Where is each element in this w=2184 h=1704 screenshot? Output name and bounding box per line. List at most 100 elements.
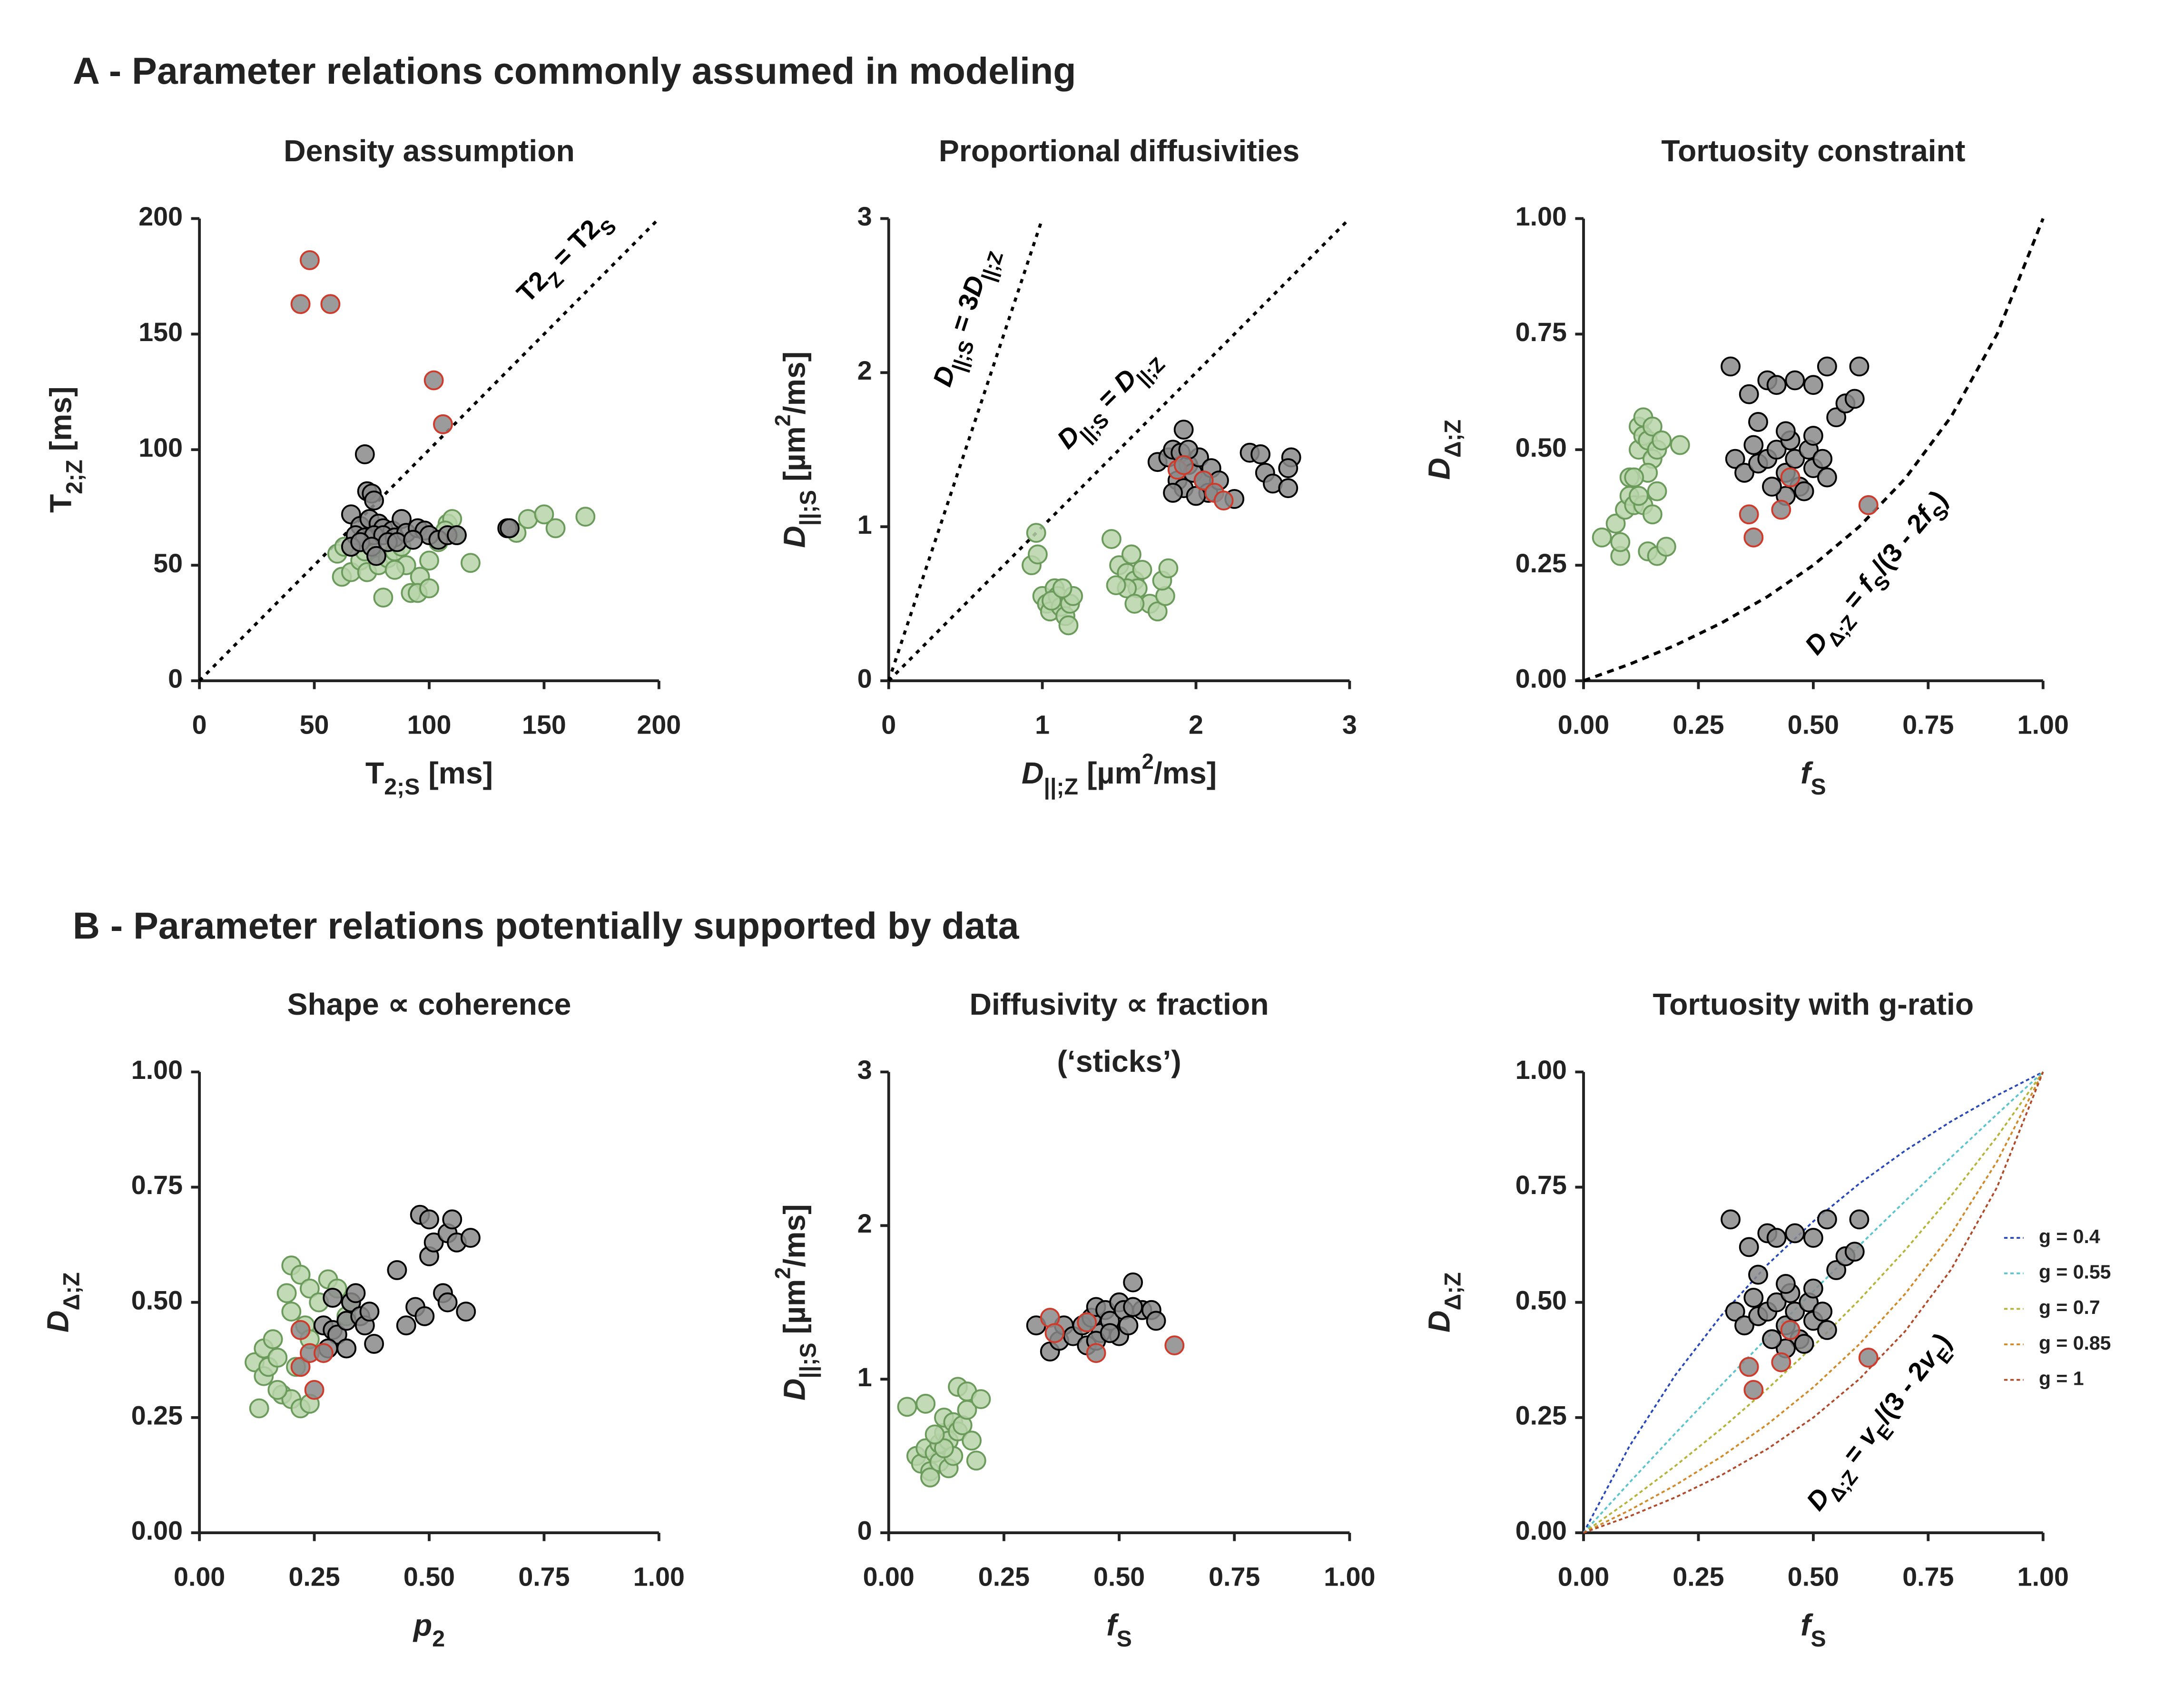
- legend-label: g = 0.55: [2039, 1261, 2111, 1283]
- text-part: /ms]: [1154, 756, 1217, 790]
- data-point: [545, 518, 566, 539]
- x-axis-label: D||;Z [µm2/ms]: [1022, 749, 1217, 799]
- data-point: [249, 1398, 269, 1419]
- data-point: [387, 532, 407, 552]
- data-point: [1163, 483, 1183, 503]
- data-point: [267, 1380, 288, 1400]
- data-point: [1656, 537, 1676, 557]
- data-point: [1743, 435, 1764, 455]
- panel: Diffusivity ∝ fraction (‘sticks’) 0.00 0.25…: [771, 987, 1376, 1652]
- x-tick-label: 150: [522, 710, 566, 739]
- data-point: [460, 1228, 481, 1248]
- y-tick-label: 0.50: [1515, 433, 1567, 462]
- section-heading: A - Parameter relations commonly assumed…: [73, 49, 1076, 92]
- data-point: [442, 1209, 462, 1230]
- text-part: D: [1422, 1311, 1456, 1332]
- data-point: [456, 1302, 476, 1322]
- data-point: [396, 1315, 416, 1336]
- data-point: [1858, 495, 1879, 515]
- x-tick-label: 0.75: [1209, 1562, 1260, 1591]
- data-point: [366, 546, 386, 566]
- data-point: [290, 294, 311, 314]
- y-tick-label: 0.00: [1515, 1516, 1567, 1546]
- data-point: [1164, 1335, 1185, 1356]
- text-part: /(3 - 2: [1868, 1356, 1934, 1429]
- data-point: [1817, 1320, 1837, 1340]
- data-point: [1605, 513, 1626, 534]
- data-point: [384, 559, 405, 580]
- annotation: D||;S = D||;Z: [1051, 342, 1169, 460]
- y-tick-label: 200: [138, 202, 183, 231]
- x-axis-label: fS: [1800, 756, 1826, 800]
- data-point: [920, 1467, 940, 1488]
- data-point: [1278, 478, 1299, 499]
- text-part: ||;S: [795, 1342, 821, 1378]
- data-point: [1670, 435, 1690, 455]
- data-point: [934, 1438, 954, 1459]
- y-tick-label: 2: [857, 356, 872, 385]
- data-point: [1785, 449, 1805, 469]
- x-axis-label: fS: [1800, 1608, 1826, 1652]
- data-point: [1812, 449, 1833, 469]
- data-point: [345, 1283, 366, 1303]
- y-axis-label: T2;Z [ms]: [43, 386, 87, 513]
- text-part: 2: [771, 1267, 795, 1279]
- data-point: [1058, 615, 1079, 636]
- y-tick-label: 0: [857, 1516, 872, 1546]
- data-point: [1803, 426, 1823, 446]
- panel-title: Shape ∝ coherence: [287, 987, 571, 1021]
- data-point: [1624, 467, 1644, 488]
- data-point: [1766, 1228, 1787, 1248]
- text-part: S: [1811, 774, 1826, 800]
- data-point: [1721, 1209, 1741, 1230]
- data-point: [419, 550, 439, 571]
- data-point: [1123, 1297, 1143, 1317]
- data-point: [414, 1306, 435, 1326]
- data-point: [1086, 1343, 1106, 1363]
- data-point: [1592, 527, 1612, 548]
- legend-label: g = 0.7: [2039, 1296, 2100, 1318]
- text-part: T: [43, 494, 78, 513]
- panel: Proportional diffusivities 0 1 2 3 0 1 2 3 D||;Z …: [771, 134, 1357, 800]
- data-point: [1739, 504, 1759, 525]
- y-tick-label: 0: [857, 664, 872, 694]
- x-tick-label: 1.00: [2017, 1562, 2069, 1591]
- x-tick-label: 1.00: [1324, 1562, 1375, 1591]
- text-part: 2: [432, 1626, 445, 1652]
- data-point: [575, 507, 596, 527]
- x-tick-label: 0: [881, 710, 896, 739]
- panel: Tortuosity constraint 0.00 0.25 0.50 0.75 1.0…: [1422, 134, 2069, 800]
- y-tick-label: 0.25: [1515, 548, 1567, 578]
- reference-line: [198, 217, 660, 682]
- data-point: [447, 525, 467, 545]
- data-point: [437, 1292, 458, 1312]
- data-point: [1147, 601, 1168, 622]
- data-point: [419, 578, 439, 598]
- data-point: [1844, 389, 1865, 409]
- y-tick-label: 0.75: [1515, 317, 1567, 347]
- data-point: [915, 1393, 936, 1414]
- data-point: [276, 1283, 297, 1303]
- y-tick-label: 50: [153, 548, 183, 578]
- text-part: 2;S: [384, 774, 420, 800]
- x-tick-label: 0.75: [1902, 710, 1954, 739]
- text-part: [ms]: [43, 386, 78, 460]
- data-point: [1042, 590, 1062, 611]
- data-point: [1844, 1242, 1865, 1262]
- data-point: [364, 490, 384, 511]
- x-tick-label: 200: [637, 710, 681, 739]
- data-point: [1158, 558, 1179, 578]
- text-part: Δ;Z: [1440, 1272, 1466, 1310]
- data-point: [1794, 1333, 1814, 1354]
- reference-line: [1583, 218, 2045, 683]
- x-tick-label: 0.25: [1672, 710, 1724, 739]
- data-point: [423, 1232, 444, 1253]
- y-tick-label: 150: [138, 317, 183, 347]
- data-point: [290, 1264, 311, 1285]
- text-part: ||;S: [795, 490, 821, 526]
- data-point: [1610, 532, 1631, 552]
- data-point: [433, 414, 453, 434]
- data-point: [1725, 1302, 1745, 1322]
- data-point: [925, 1424, 945, 1445]
- y-tick-label: 0.75: [131, 1170, 183, 1200]
